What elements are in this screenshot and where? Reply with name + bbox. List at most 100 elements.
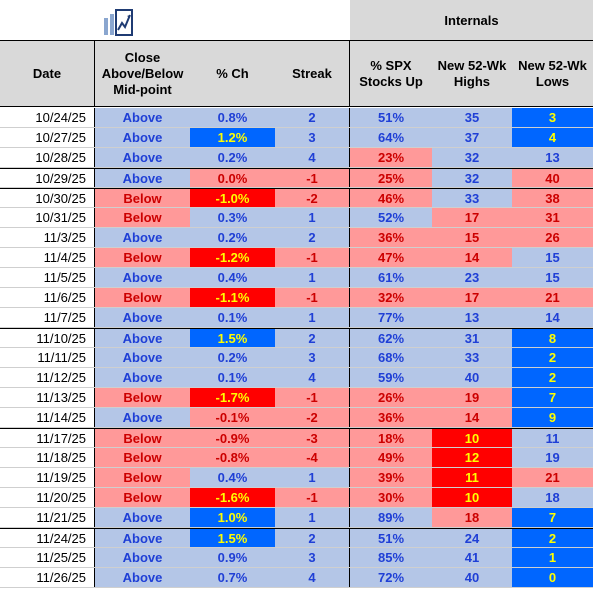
cell-spx: 51%	[350, 529, 432, 547]
cell-highs: 33	[432, 189, 512, 207]
cell-pct: -0.1%	[190, 408, 275, 427]
table-row: 11/18/25 Below -0.8% -4 49% 12 19	[0, 448, 593, 468]
cell-lows: 7	[512, 388, 593, 407]
cell-streak: -2	[275, 408, 350, 427]
cell-lows: 18	[512, 488, 593, 507]
header-new-highs: New 52-Wk Highs	[432, 41, 512, 107]
cell-date: 11/24/25	[0, 529, 95, 547]
cell-date: 10/30/25	[0, 189, 95, 207]
cell-pct: -1.2%	[190, 248, 275, 267]
cell-highs: 40	[432, 368, 512, 387]
cell-spx: 62%	[350, 329, 432, 347]
cell-spx: 36%	[350, 228, 432, 247]
cell-streak: -1	[275, 248, 350, 267]
table-row: 11/5/25 Above 0.4% 1 61% 23 15	[0, 268, 593, 288]
cell-lows: 21	[512, 288, 593, 307]
header-lows-line2: Lows	[535, 74, 570, 89]
cell-highs: 32	[432, 169, 512, 187]
cell-spx: 85%	[350, 548, 432, 567]
cell-highs: 14	[432, 248, 512, 267]
cell-highs: 15	[432, 228, 512, 247]
header-new-lows: New 52-Wk Lows	[512, 41, 593, 107]
cell-date: 11/19/25	[0, 468, 95, 487]
cell-lows: 3	[512, 108, 593, 127]
cell-pct: 0.1%	[190, 368, 275, 387]
table-row: 11/4/25 Below -1.2% -1 47% 14 15	[0, 248, 593, 268]
cell-pct: 0.2%	[190, 228, 275, 247]
cell-highs: 37	[432, 128, 512, 147]
cell-close: Above	[95, 329, 190, 347]
header-highs-line1: New 52-Wk	[437, 58, 507, 73]
table-row: 11/26/25 Above 0.7% 4 72% 40 0	[0, 568, 593, 588]
cell-highs: 35	[432, 108, 512, 127]
cell-pct: 0.1%	[190, 308, 275, 327]
cell-close: Above	[95, 568, 190, 587]
cell-pct: 0.3%	[190, 208, 275, 227]
cell-close: Above	[95, 169, 190, 187]
header-close-line3: Mid-point	[113, 82, 172, 97]
cell-lows: 11	[512, 429, 593, 447]
table-row: 11/7/25 Above 0.1% 1 77% 13 14	[0, 308, 593, 328]
cell-date: 11/20/25	[0, 488, 95, 507]
cell-streak: 4	[275, 148, 350, 167]
cell-date: 10/28/25	[0, 148, 95, 167]
cell-highs: 31	[432, 329, 512, 347]
table-row: 11/17/25 Below -0.9% -3 18% 10 11	[0, 428, 593, 448]
cell-highs: 11	[432, 468, 512, 487]
cell-date: 10/31/25	[0, 208, 95, 227]
cell-spx: 77%	[350, 308, 432, 327]
cell-lows: 31	[512, 208, 593, 227]
table-row: 11/20/25 Below -1.6% -1 30% 10 18	[0, 488, 593, 508]
cell-lows: 0	[512, 568, 593, 587]
cell-streak: -1	[275, 169, 350, 187]
cell-close: Above	[95, 268, 190, 287]
cell-lows: 21	[512, 468, 593, 487]
header-spx-line2: Stocks Up	[359, 74, 423, 89]
cell-spx: 64%	[350, 128, 432, 147]
cell-streak: 3	[275, 348, 350, 367]
logo-cell	[95, 0, 350, 40]
table-row: 11/12/25 Above 0.1% 4 59% 40 2	[0, 368, 593, 388]
cell-date: 11/7/25	[0, 308, 95, 327]
cell-highs: 10	[432, 429, 512, 447]
cell-spx: 23%	[350, 148, 432, 167]
table-row: 10/30/25 Below -1.0% -2 46% 33 38	[0, 188, 593, 208]
cell-close: Below	[95, 488, 190, 507]
cell-spx: 61%	[350, 268, 432, 287]
cell-streak: -1	[275, 388, 350, 407]
cell-date: 11/4/25	[0, 248, 95, 267]
table-row: 11/11/25 Above 0.2% 3 68% 33 2	[0, 348, 593, 368]
cell-lows: 14	[512, 308, 593, 327]
cell-close: Below	[95, 288, 190, 307]
cell-highs: 23	[432, 268, 512, 287]
cell-close: Above	[95, 508, 190, 527]
cell-streak: 4	[275, 568, 350, 587]
cell-highs: 19	[432, 388, 512, 407]
cell-pct: -0.9%	[190, 429, 275, 447]
cell-streak: 1	[275, 308, 350, 327]
header-close-line1: Close	[124, 50, 161, 65]
column-header-row: Date Close Above/Below Mid-point % Ch St…	[0, 40, 593, 107]
table-row: 11/14/25 Above -0.1% -2 36% 14 9	[0, 408, 593, 428]
table-row: 11/19/25 Below 0.4% 1 39% 11 21	[0, 468, 593, 488]
cell-lows: 9	[512, 408, 593, 427]
cell-date: 11/10/25	[0, 329, 95, 347]
cell-lows: 2	[512, 368, 593, 387]
chart-logo-icon	[104, 9, 133, 36]
cell-lows: 15	[512, 248, 593, 267]
cell-pct: 1.2%	[190, 128, 275, 147]
cell-lows: 2	[512, 348, 593, 367]
cell-streak: 1	[275, 268, 350, 287]
cell-close: Below	[95, 189, 190, 207]
cell-spx: 59%	[350, 368, 432, 387]
cell-spx: 46%	[350, 189, 432, 207]
table-row: 11/13/25 Below -1.7% -1 26% 19 7	[0, 388, 593, 408]
cell-date: 10/24/25	[0, 108, 95, 127]
cell-date: 11/3/25	[0, 228, 95, 247]
cell-date: 11/13/25	[0, 388, 95, 407]
cell-highs: 12	[432, 448, 512, 467]
cell-highs: 17	[432, 208, 512, 227]
cell-date: 11/6/25	[0, 288, 95, 307]
cell-pct: 1.5%	[190, 529, 275, 547]
cell-highs: 41	[432, 548, 512, 567]
